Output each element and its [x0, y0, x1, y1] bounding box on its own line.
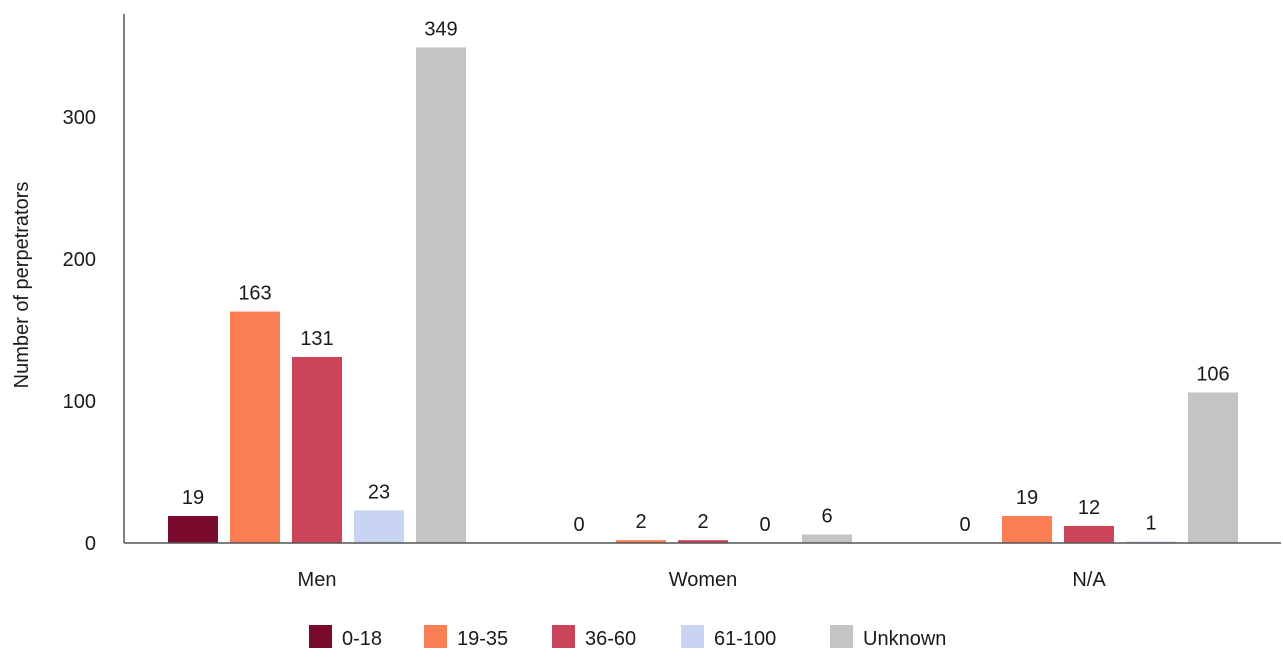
value-labels: 19 163 131 23 349 0 2 2 0 6 0 19 12 1 106	[182, 18, 1230, 536]
bar	[168, 516, 218, 543]
bars	[168, 47, 1238, 544]
data-label: 163	[238, 283, 271, 305]
legend-swatch	[424, 625, 447, 648]
legend: 0-18 19-35 36-60 61-100 Unknown	[309, 625, 946, 650]
category-label: N/A	[1072, 569, 1106, 591]
legend-item: 0-18	[309, 625, 382, 650]
legend-label: 19-35	[457, 628, 508, 650]
data-label: 19	[1016, 487, 1038, 509]
data-label: 349	[424, 18, 457, 40]
legend-item: Unknown	[830, 625, 946, 650]
category-labels: Men Women N/A	[298, 569, 1107, 591]
category-label: Women	[669, 569, 738, 591]
legend-swatch	[309, 625, 332, 648]
legend-swatch	[830, 625, 853, 648]
legend-swatch	[681, 625, 704, 648]
data-label: 2	[635, 511, 646, 533]
y-axis-title: Number of perpetrators	[11, 182, 33, 389]
legend-label: 36-60	[585, 628, 636, 650]
bar	[1064, 525, 1114, 543]
bar	[1002, 516, 1052, 543]
y-tick-labels: 0 100 200 300	[63, 107, 96, 555]
legend-item: 36-60	[552, 625, 636, 650]
y-axis-title-group: Number of perpetrators	[11, 182, 33, 389]
y-tick-label: 0	[85, 533, 96, 555]
data-label: 106	[1196, 363, 1229, 385]
y-tick-label: 100	[63, 391, 96, 413]
data-label: 2	[697, 511, 708, 533]
bar	[292, 356, 342, 543]
data-label: 6	[821, 505, 832, 527]
axes	[123, 14, 1281, 544]
data-label: 0	[573, 514, 584, 536]
legend-swatch	[552, 625, 575, 648]
bar	[230, 311, 280, 543]
bar	[802, 534, 852, 543]
data-label: 1	[1145, 513, 1156, 535]
bar	[416, 47, 466, 544]
category-label: Men	[298, 569, 337, 591]
legend-label: 0-18	[342, 628, 382, 650]
y-tick-label: 300	[63, 107, 96, 129]
data-label: 23	[368, 481, 390, 503]
data-label: 131	[300, 328, 333, 350]
legend-label: Unknown	[863, 628, 946, 650]
y-tick-label: 200	[63, 249, 96, 271]
bar	[354, 510, 404, 543]
data-label: 0	[759, 514, 770, 536]
legend-label: 61-100	[714, 628, 776, 650]
data-label: 12	[1078, 497, 1100, 519]
data-label: 0	[959, 514, 970, 536]
bar	[678, 540, 728, 543]
bar	[1188, 392, 1238, 543]
legend-item: 61-100	[681, 625, 776, 650]
data-label: 19	[182, 487, 204, 509]
legend-item: 19-35	[424, 625, 508, 650]
bar	[616, 540, 666, 543]
